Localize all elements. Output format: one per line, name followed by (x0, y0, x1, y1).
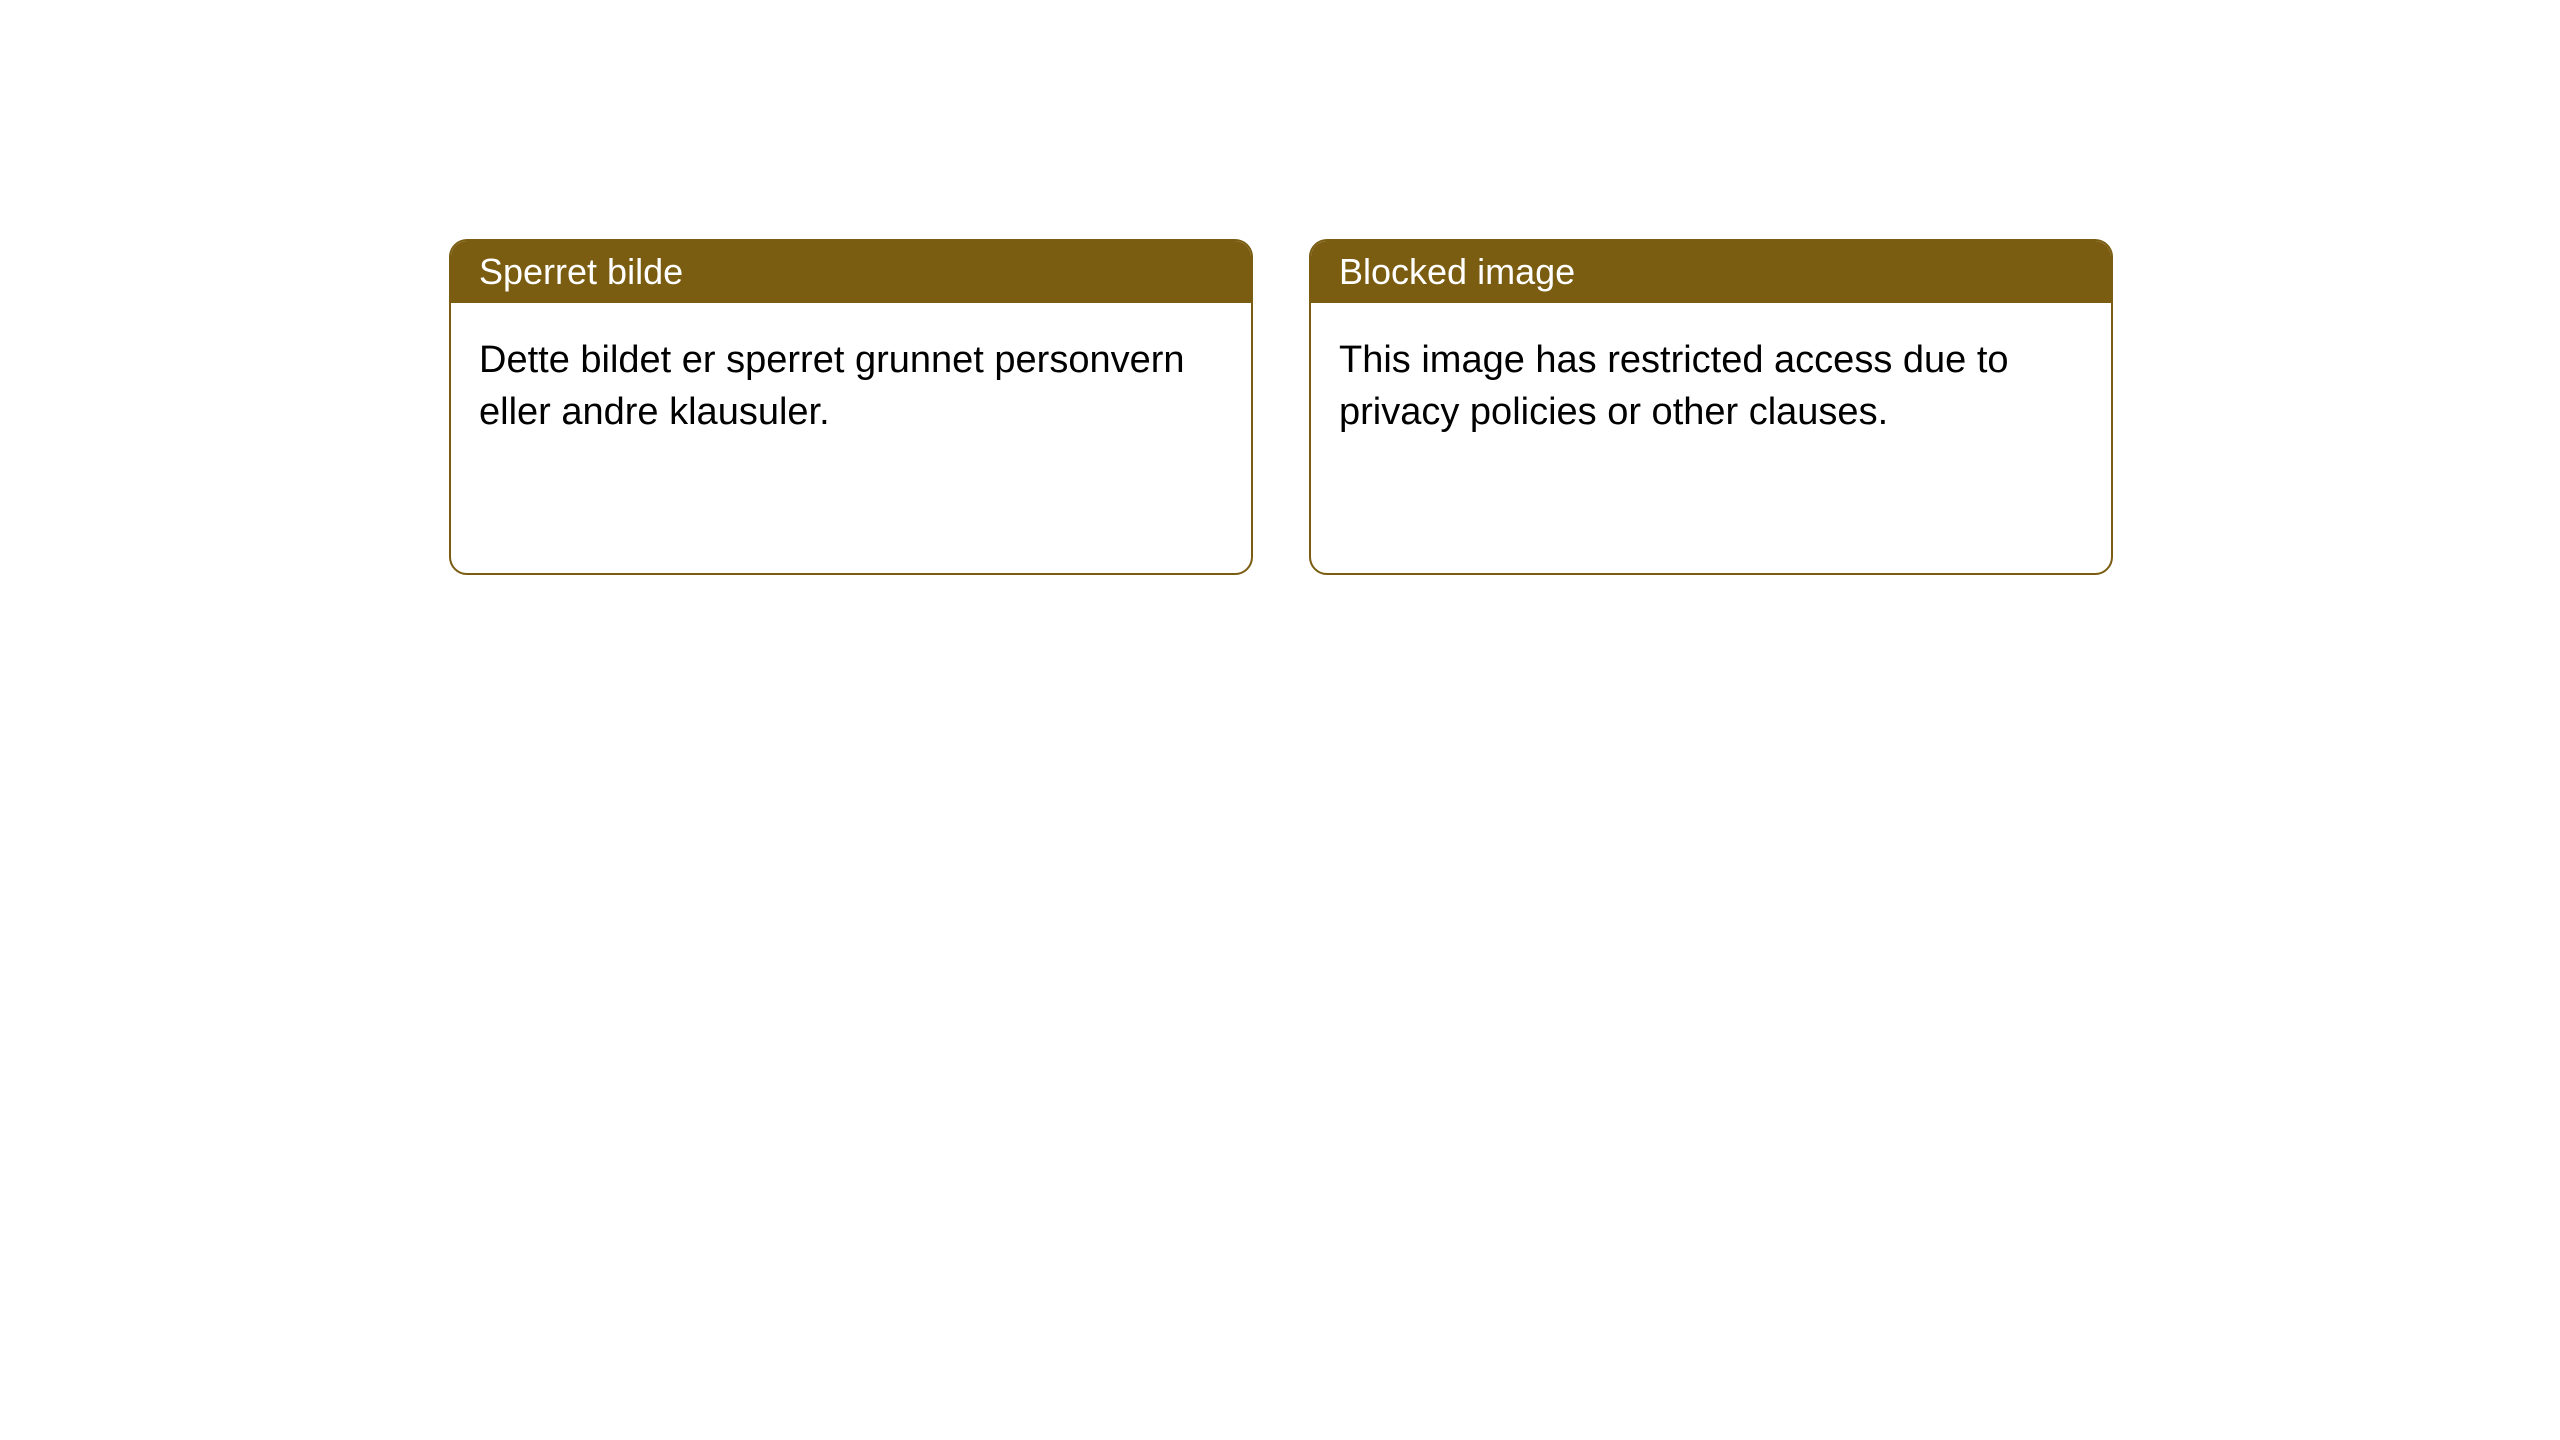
notice-card-english: Blocked image This image has restricted … (1309, 239, 2113, 575)
card-header: Blocked image (1311, 241, 2111, 303)
card-body: Dette bildet er sperret grunnet personve… (451, 303, 1251, 470)
notice-card-norwegian: Sperret bilde Dette bildet er sperret gr… (449, 239, 1253, 575)
card-body-text: Dette bildet er sperret grunnet personve… (479, 339, 1185, 433)
card-header: Sperret bilde (451, 241, 1251, 303)
card-body: This image has restricted access due to … (1311, 303, 2111, 470)
notice-cards-container: Sperret bilde Dette bildet er sperret gr… (0, 0, 2560, 575)
card-title: Sperret bilde (479, 251, 683, 292)
card-body-text: This image has restricted access due to … (1339, 339, 2009, 433)
card-title: Blocked image (1339, 251, 1575, 292)
